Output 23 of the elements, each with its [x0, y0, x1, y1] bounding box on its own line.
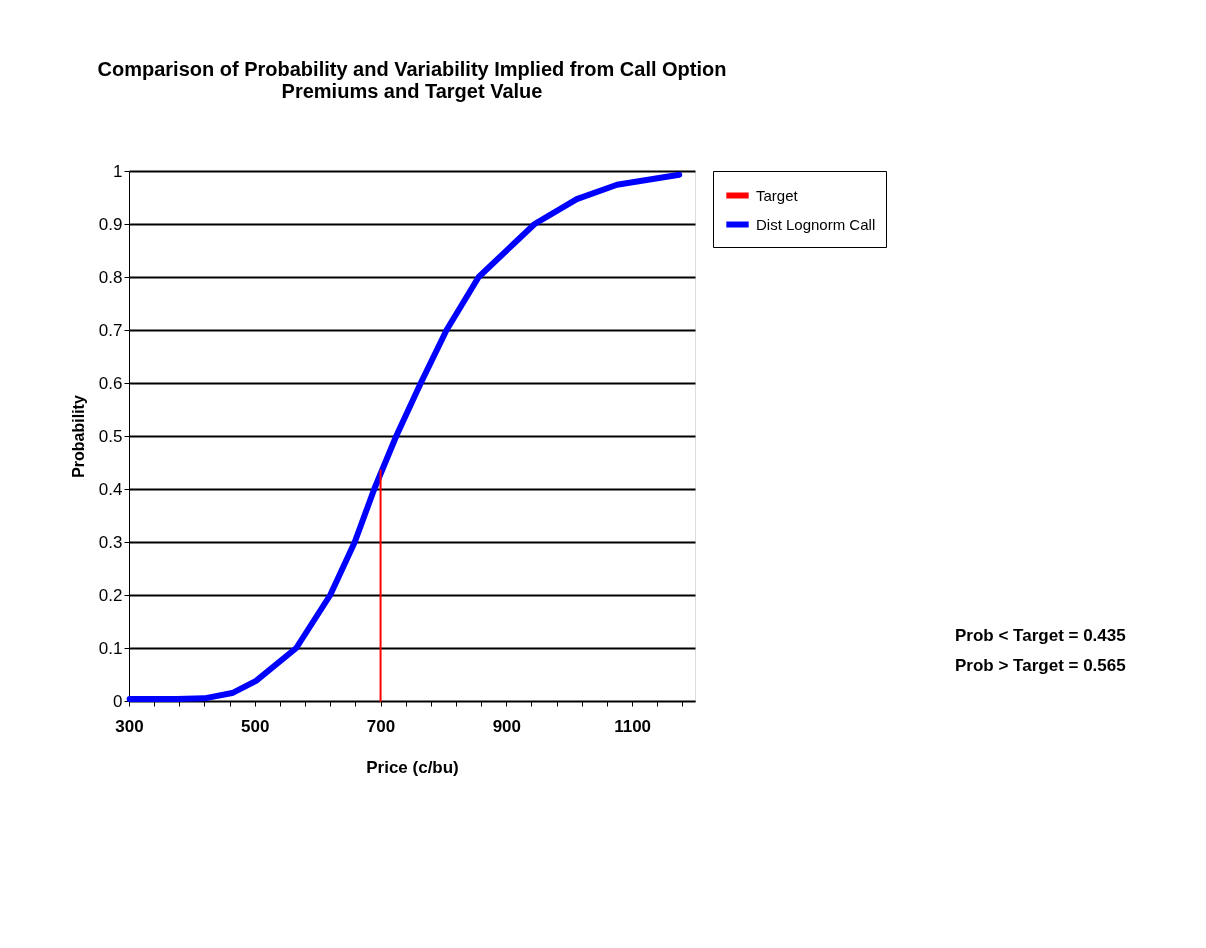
y-axis-title: Probability: [69, 395, 87, 478]
x-tick-label: 1100: [614, 716, 652, 736]
y-tick-label: 0.7: [98, 320, 123, 340]
y-tick-label: 0.9: [98, 214, 123, 234]
y-tick-label: 0.6: [98, 373, 123, 393]
text: Prob < Target = 0.435: [955, 626, 1126, 645]
y-tick-label: 0: [113, 691, 123, 711]
y-tick-label: 0.2: [98, 585, 123, 605]
x-axis-title: Price (c/bu): [366, 757, 459, 777]
y-tick-label: 0.1: [98, 638, 123, 658]
x-tick-label: 900: [492, 716, 522, 736]
text: Prob > Target = 0.565: [955, 656, 1126, 675]
x-tick-label: 500: [241, 716, 270, 736]
y-tick-label: 0.4: [98, 479, 123, 499]
chart-title: Comparison of Probability and Variability Implied from Call Option Premiums and Target Value: [97, 58, 727, 102]
legend-label: Target: [756, 186, 799, 204]
legend-label: Dist Lognorm Call: [756, 215, 876, 233]
y-tick-label: 0.5: [98, 426, 123, 446]
x-tick-label: 300: [115, 716, 144, 736]
y-tick-label: 1: [113, 161, 123, 181]
y-tick-label: 0.8: [98, 267, 123, 287]
y-tick-label: 0.3: [98, 532, 123, 552]
x-tick-label: 700: [366, 716, 396, 736]
